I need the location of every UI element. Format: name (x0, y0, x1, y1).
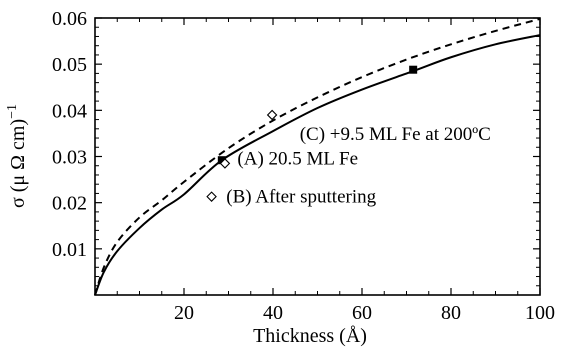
y-tick-label: 0.05 (52, 54, 87, 76)
annotation-label: (C) +9.5 ML Fe at 200ºC (300, 124, 491, 145)
data-point-square (217, 156, 226, 165)
annotation-label: (B) After sputtering (226, 187, 376, 208)
y-tick-label: 0.06 (52, 8, 87, 30)
y-tick-label: 0.03 (52, 147, 87, 169)
data-point-square (409, 65, 418, 74)
x-tick-label: 40 (263, 302, 283, 324)
y-tick-label: 0.01 (52, 239, 87, 261)
series-layer (94, 17, 541, 296)
marker-layer (206, 65, 418, 202)
y-tick-label: 0.02 (52, 193, 87, 215)
y-axis-label: σ (μ Ω cm)−1 (5, 104, 29, 208)
x-tick-label: 60 (352, 302, 372, 324)
y-tick-label: 0.04 (52, 100, 87, 122)
data-point-diamond (219, 158, 231, 169)
annotation-label: (A) 20.5 ML Fe (237, 148, 358, 169)
data-point-diamond (206, 191, 217, 202)
x-tick-label: 100 (525, 302, 555, 324)
dashed-series-line (94, 17, 541, 296)
solid-series-line (94, 34, 541, 296)
annotation-layer: (C) +9.5 ML Fe at 200ºC (A) 20.5 ML Fe (B)… (226, 124, 491, 208)
x-tick-label: 20 (174, 302, 194, 324)
y-axis-label-exponent: −1 (5, 104, 20, 119)
x-tick-label: 80 (441, 302, 461, 324)
data-point-diamond (266, 109, 278, 121)
y-axis-label-main: σ (μ Ω cm) (7, 119, 29, 208)
x-ticks: 20 40 60 80 100 (116, 18, 555, 324)
x-axis-label: Thickness (Å) (253, 325, 367, 347)
y-ticks: 0.01 0.02 0.03 0.04 0.05 0.06 (52, 8, 540, 287)
